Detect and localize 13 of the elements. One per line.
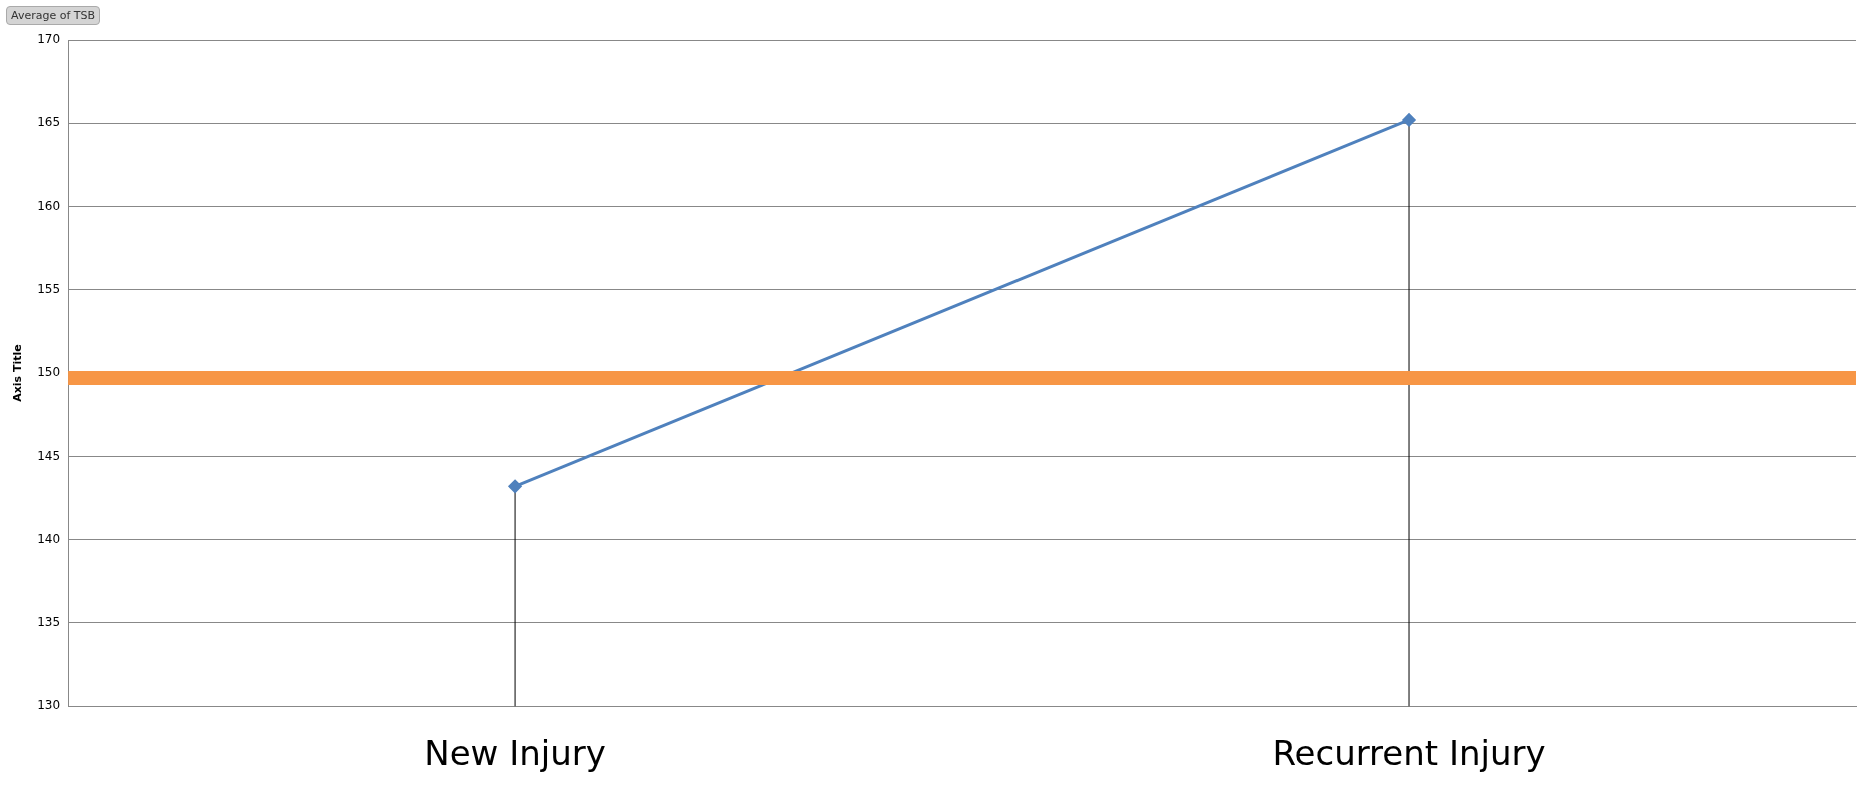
y-tick-label: 135 [37, 615, 61, 630]
y-tick-label: 150 [37, 365, 61, 380]
y-tick-label: 145 [37, 448, 61, 463]
y-tick-label: 130 [37, 698, 61, 713]
y-tick-label: 155 [37, 281, 61, 296]
x-tick-label: Recurrent Injury [1272, 733, 1546, 774]
y-tick-label: 160 [37, 198, 61, 213]
y-axis-title: Axis Title [11, 344, 25, 402]
text: Average of TSB [6, 6, 101, 25]
y-tick-label: 170 [37, 32, 61, 47]
y-tick-label: 165 [37, 115, 61, 130]
y-tick-label: 140 [37, 531, 61, 546]
x-tick-label: New Injury [424, 733, 606, 774]
